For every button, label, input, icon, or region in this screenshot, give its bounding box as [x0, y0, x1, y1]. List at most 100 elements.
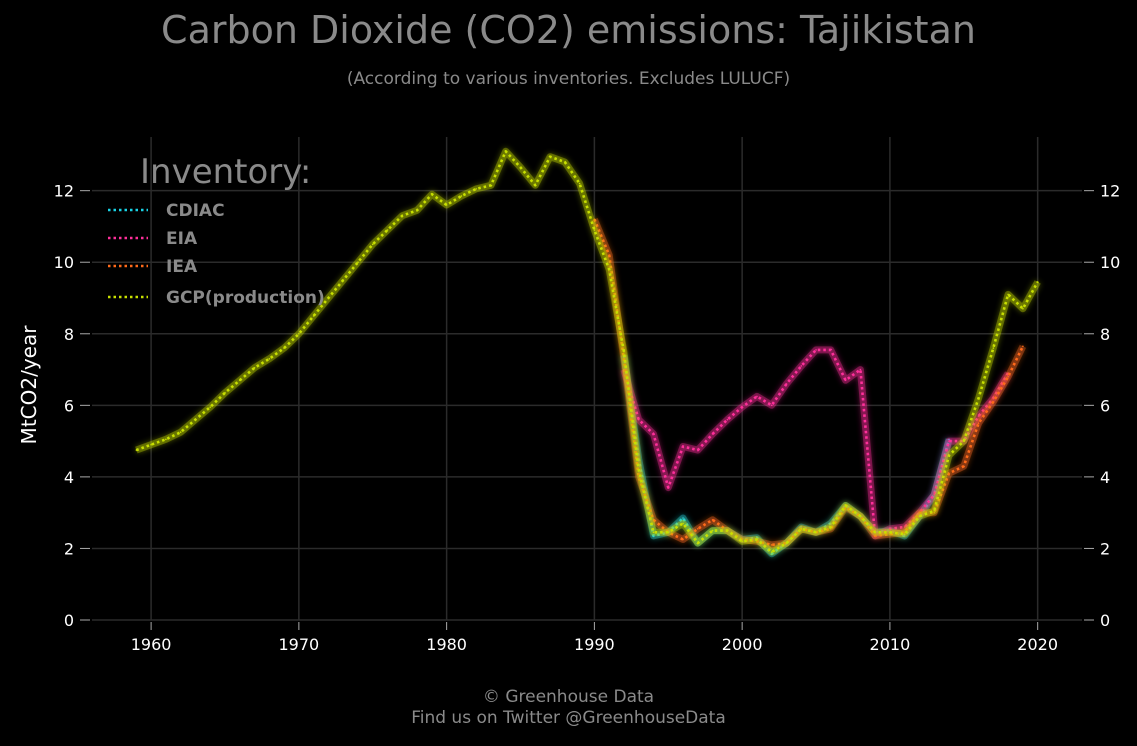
- y-tick-label-right: 0: [1100, 611, 1110, 630]
- x-tick-label: 2000: [722, 635, 763, 654]
- chart-title: Carbon Dioxide (CO2) emissions: Tajikist…: [161, 8, 976, 52]
- x-tick-label: 2010: [870, 635, 911, 654]
- data-point: [342, 279, 344, 281]
- data-point: [637, 418, 640, 421]
- data-point: [711, 519, 714, 521]
- data-point: [859, 515, 862, 518]
- data-point: [268, 358, 271, 360]
- legend-label: EIA: [166, 229, 198, 249]
- data-point: [490, 184, 492, 187]
- data-point: [770, 544, 773, 546]
- data-point: [1007, 375, 1009, 378]
- data-point: [445, 204, 448, 206]
- data-point: [682, 517, 684, 519]
- data-point: [918, 515, 921, 518]
- data-point: [962, 440, 965, 442]
- series-eia: [620, 346, 1012, 540]
- data-point: [992, 400, 995, 403]
- series-glow: [135, 147, 1041, 556]
- data-point: [977, 422, 980, 425]
- data-point: [844, 504, 847, 507]
- data-point: [948, 440, 950, 442]
- x-tick-label: 1970: [279, 635, 320, 654]
- y-tick-label: 6: [64, 396, 74, 415]
- data-point: [416, 209, 418, 212]
- data-point: [194, 418, 197, 421]
- y-tick-label-right: 8: [1100, 325, 1110, 344]
- data-point: [135, 449, 138, 451]
- data-point: [682, 522, 684, 525]
- y-tick-label: 4: [64, 468, 74, 487]
- legend-title: Inventory:: [140, 152, 311, 192]
- data-point: [977, 415, 980, 417]
- data-point: [726, 418, 729, 421]
- data-point: [578, 182, 581, 185]
- legend-label: GCP(production): [166, 288, 325, 308]
- data-point: [697, 449, 699, 451]
- data-point: [652, 433, 655, 435]
- data-point: [770, 404, 773, 407]
- data-point: [948, 472, 950, 475]
- data-point: [1036, 281, 1039, 283]
- data-point: [549, 155, 551, 158]
- series-lines: [135, 147, 1041, 558]
- footer-twitter: Find us on Twitter @GreenhouseData: [411, 708, 726, 728]
- data-point: [608, 268, 610, 271]
- data-point: [815, 349, 817, 351]
- data-point: [209, 406, 212, 408]
- data-point: [962, 465, 965, 467]
- data-point: [667, 531, 670, 534]
- data-point: [386, 229, 389, 231]
- data-point: [564, 161, 566, 163]
- series-line: [593, 218, 1025, 547]
- data-point: [179, 431, 182, 433]
- data-point: [283, 347, 285, 349]
- y-tick-label-right: 6: [1100, 396, 1110, 415]
- data-point: [357, 261, 359, 264]
- y-tick-label: 8: [64, 325, 74, 344]
- series-glow: [591, 217, 1027, 549]
- axes: 0 0 2 2 4 4 6 6 8 8 10 10 12 12 1960 1970 1980 1990 2000 20…: [54, 182, 1121, 654]
- data-point: [150, 443, 152, 446]
- series-iea: [591, 217, 1027, 549]
- data-point: [519, 166, 522, 169]
- data-point: [756, 395, 758, 398]
- series-glow: [620, 346, 1012, 540]
- y-tick-label: 12: [54, 182, 74, 201]
- data-point: [1007, 293, 1009, 296]
- data-point: [800, 527, 803, 530]
- data-point: [874, 531, 876, 534]
- data-point: [711, 433, 714, 435]
- data-point: [889, 531, 891, 534]
- footer-copyright: © Greenhouse Data: [482, 687, 655, 707]
- data-point: [593, 229, 596, 231]
- legend-label: CDIAC: [166, 201, 225, 221]
- data-point: [933, 510, 936, 512]
- series-line: [135, 150, 1039, 554]
- data-point: [711, 529, 714, 532]
- data-point: [253, 366, 256, 369]
- data-point: [800, 365, 803, 367]
- series-gcp-production-: [135, 147, 1041, 556]
- data-point: [785, 542, 788, 544]
- legend-label: IEA: [166, 257, 198, 277]
- data-point: [770, 551, 773, 553]
- data-point: [623, 350, 625, 353]
- data-point: [830, 349, 832, 351]
- grid: [92, 137, 1082, 621]
- data-point: [977, 397, 980, 399]
- y-tick-label-right: 12: [1100, 182, 1120, 201]
- data-point: [298, 332, 300, 335]
- data-point: [741, 540, 743, 543]
- data-point: [460, 195, 463, 197]
- y-tick-label-right: 2: [1100, 539, 1110, 558]
- data-point: [371, 243, 374, 246]
- data-point: [534, 184, 537, 187]
- x-tick-label: 1960: [131, 635, 172, 654]
- data-point: [697, 527, 699, 530]
- data-point: [165, 438, 167, 441]
- data-point: [224, 392, 226, 394]
- data-point: [756, 538, 758, 541]
- data-point: [697, 542, 699, 544]
